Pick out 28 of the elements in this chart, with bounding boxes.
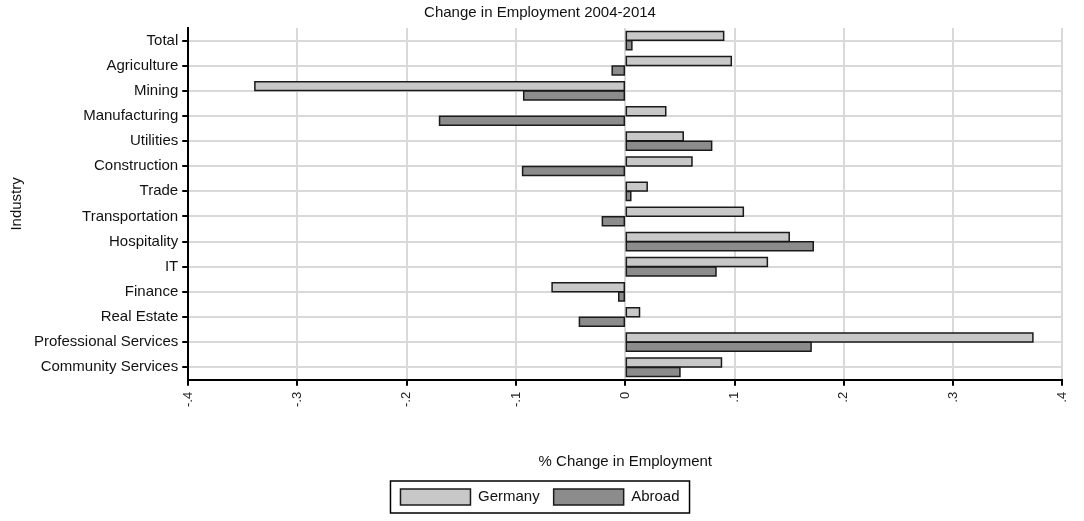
- chart-title: Change in Employment 2004-2014: [424, 3, 656, 21]
- x-tick-label: -.1: [507, 391, 523, 407]
- y-tick-label: Construction: [94, 156, 179, 174]
- y-tick-label: Total: [146, 30, 179, 48]
- legend-label: Germany: [477, 487, 541, 505]
- x-axis-title: % Change in Employment: [538, 452, 713, 470]
- x-tick-label: .4: [1053, 391, 1069, 403]
- y-axis-title: Industry: [7, 176, 25, 231]
- y-tick-label: Professional Services: [33, 332, 179, 350]
- x-tick-label: .1: [726, 391, 742, 403]
- y-tick-label: Agriculture: [106, 55, 179, 73]
- x-tick-label: .2: [835, 391, 851, 403]
- y-tick-label: Real Estate: [100, 307, 179, 325]
- x-tick-label: 0: [616, 391, 632, 400]
- y-tick-label: Utilities: [129, 131, 179, 149]
- x-tick-label: -.2: [398, 391, 414, 407]
- y-tick-label: Hospitality: [109, 231, 179, 249]
- y-tick-label: Transportation: [82, 206, 179, 224]
- x-tick-label: .3: [944, 391, 960, 403]
- x-tick-label: -.3: [289, 391, 305, 407]
- y-tick-label: Community Services: [40, 357, 179, 375]
- y-tick-label: Mining: [134, 80, 179, 98]
- y-tick-label: Trade: [139, 181, 179, 199]
- y-tick-label: Finance: [124, 282, 179, 300]
- x-tick-label: -.4: [179, 391, 195, 407]
- y-tick-label: IT: [164, 256, 179, 274]
- y-tick-label: Manufacturing: [83, 106, 179, 124]
- legend-label: Abroad: [631, 487, 680, 505]
